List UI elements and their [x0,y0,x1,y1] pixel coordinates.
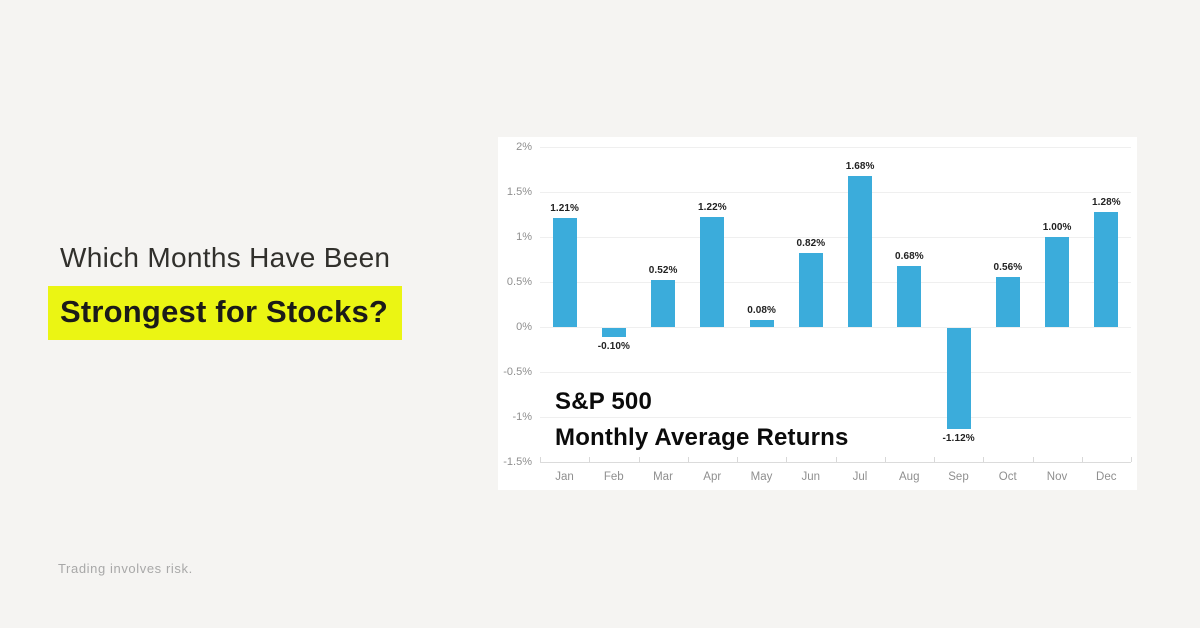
bar-value-label: 0.82% [796,238,826,250]
x-axis-tick [737,457,738,462]
bar-value-label: 1.21% [550,203,580,215]
gridline [540,417,1131,418]
x-axis-tick [540,457,541,462]
x-axis-label-may: May [750,471,773,483]
bar-oct [995,276,1020,327]
bar-chart-plot: 2% 1.5% 1% 0.5% 0% -0.5% -1% -1.5% 1.21% Jan -0.10… [498,137,1137,490]
chart-title-line-1: S&P 500 [555,388,653,415]
bar-value-label: 1.68% [845,160,875,172]
headline-highlight: Strongest for Stocks? [48,286,403,340]
x-axis-label-nov: Nov [1046,471,1068,483]
bar-nov [1045,237,1070,327]
y-axis-tick-label: 0% [516,321,532,333]
bar-may [749,319,774,327]
bar-value-label: 1.28% [1091,196,1121,208]
headline: Which Months Have Been Strongest for Sto… [48,242,403,340]
x-axis-label-jun: Jun [801,471,821,483]
x-axis-tick [934,457,935,462]
y-axis-tick-label: 2% [516,141,532,153]
bar-aug [897,265,922,327]
bar-value-label: 0.56% [993,261,1023,273]
bar-mar [651,280,676,327]
gridline [540,282,1131,283]
x-axis-tick [835,457,837,462]
gridline [540,147,1131,148]
bar-dec [1094,211,1119,327]
x-axis-tick [638,457,640,462]
chart-card: 2% 1.5% 1% 0.5% 0% -0.5% -1% -1.5% 1.21% Jan -0.10… [498,137,1137,490]
headline-line-2: Strongest for Stocks? [48,286,403,340]
bar-value-label: -0.10% [597,341,631,352]
bar-value-label: 1.00% [1042,222,1072,233]
x-axis-tick [1081,457,1083,462]
x-axis-tick [884,457,886,462]
chart-title: S&P 500 Monthly Average Returns [555,384,849,456]
bar-value-label: 0.08% [747,304,777,316]
bar-value-label: -1.12% [942,432,975,444]
y-axis-tick-label: 0.5% [506,276,532,288]
x-axis-label-feb: Feb [603,471,624,483]
x-axis-label-sep: Sep [948,471,969,483]
x-axis-label-jul: Jul [852,471,868,483]
x-axis-tick [983,457,985,462]
bar-value-label: 1.22% [697,202,727,214]
x-axis-tick [786,457,788,462]
gridline [540,237,1131,238]
x-axis-label-oct: Oct [998,471,1017,483]
x-axis-tick [687,457,689,462]
x-axis-tick [589,457,591,462]
bar-apr [700,217,725,327]
bar-value-label: 0.68% [894,250,924,262]
y-axis-tick-label: -1.5% [503,456,532,468]
x-axis-label-aug: Aug [899,471,920,483]
bar-value-label: 0.52% [648,265,678,277]
bar-feb [601,328,626,337]
x-axis-label-mar: Mar [653,471,673,483]
y-axis-tick-label: 1% [516,231,532,243]
gridline [540,372,1131,373]
disclaimer-text: Trading involves risk. [58,561,193,576]
x-axis-label-apr: Apr [703,471,722,483]
gridline [540,327,1131,328]
x-axis-tick [1032,457,1034,462]
y-axis-tick-label: 1.5% [506,186,532,198]
headline-line-1: Which Months Have Been [60,242,391,273]
bar-jul [848,175,873,327]
gridline [540,192,1131,193]
gridline [540,462,1131,463]
x-axis-tick [1131,457,1132,462]
x-axis-label-jan: Jan [555,471,574,483]
y-axis-tick-label: -0.5% [503,366,532,378]
bar-jun [798,253,823,327]
bar-jan [552,218,577,327]
y-axis-tick-label: -1% [512,411,532,423]
chart-title-line-2: Monthly Average Returns [555,424,849,451]
bar-sep [946,328,971,429]
x-axis-label-dec: Dec [1096,471,1117,483]
